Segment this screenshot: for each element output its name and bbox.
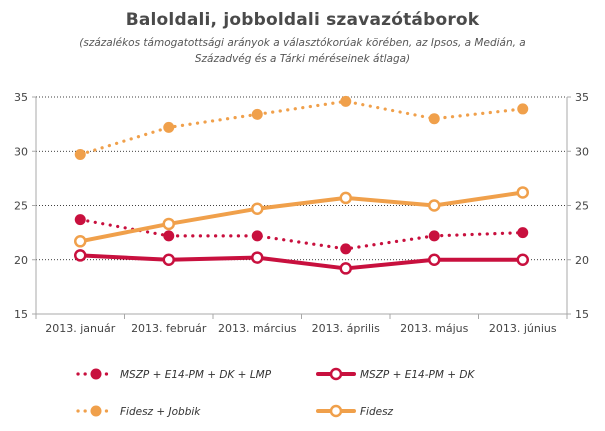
y-tick-label-left: 20 — [14, 254, 28, 267]
chart-subtitle: (százalékos támogatottsági arányok a vál… — [79, 37, 526, 65]
legend-item: MSZP + E14-PM + DK — [316, 367, 475, 381]
series-line-dotted-left — [78, 218, 525, 251]
x-tick-label: 2013. május — [400, 322, 468, 335]
legend-swatch-marker — [90, 405, 102, 417]
legend-item: Fidesz — [316, 404, 394, 418]
y-tick-label-right: 30 — [575, 145, 589, 158]
data-point-dotted-left — [74, 214, 86, 226]
data-point-dotted-right — [517, 103, 529, 115]
x-tick-label: 2013. június — [489, 322, 557, 335]
data-point-solid-right — [74, 235, 87, 248]
legend-swatch-marker — [329, 404, 343, 418]
y-tick-label-right: 15 — [575, 308, 589, 321]
legend-swatch-marker — [329, 367, 343, 381]
series-line-solid-left — [78, 253, 525, 271]
series-line-solid-right — [78, 190, 525, 244]
data-point-dotted-left — [428, 230, 440, 242]
x-tick-label: 2013. február — [131, 322, 207, 335]
data-point-solid-left — [251, 251, 264, 264]
y-tick-label-right: 35 — [575, 91, 589, 104]
legend-swatch-marker — [90, 368, 102, 380]
x-tick-label: 2013. január — [45, 322, 115, 335]
data-point-dotted-left — [163, 230, 175, 242]
x-tick-label: 2013. április — [312, 322, 380, 335]
x-tick-label: 2013. március — [218, 322, 297, 335]
data-point-dotted-left — [517, 227, 529, 239]
data-point-solid-left — [428, 253, 441, 266]
data-point-solid-right — [339, 191, 352, 205]
data-point-solid-right — [428, 199, 441, 212]
chart-title: Baloldali, jobboldali szavazótáborok — [125, 10, 480, 30]
data-point-solid-right — [162, 217, 175, 231]
data-point-solid-right — [516, 186, 529, 199]
data-point-solid-left — [516, 253, 529, 266]
legend-item: Fidesz + Jobbik — [76, 405, 201, 418]
data-point-dotted-right — [74, 149, 86, 161]
series-line-dotted-right — [78, 99, 525, 157]
legend-label: MSZP + E14-PM + DK — [360, 369, 475, 381]
data-point-dotted-right — [251, 108, 263, 120]
y-tick-label-left: 35 — [14, 91, 28, 104]
legend-label: Fidesz + Jobbik — [120, 406, 201, 418]
data-point-dotted-right — [163, 121, 175, 133]
y-tick-label-left: 15 — [14, 308, 28, 321]
legend-label: Fidesz — [360, 406, 394, 418]
data-point-solid-left — [339, 262, 352, 275]
legend-item: MSZP + E14-PM + DK + LMP — [76, 368, 272, 381]
y-tick-label-right: 20 — [575, 254, 589, 267]
legend-label: MSZP + E14-PM + DK + LMP — [120, 369, 272, 381]
y-tick-label-right: 25 — [575, 200, 589, 213]
data-point-dotted-right — [428, 113, 440, 125]
y-tick-label-left: 25 — [14, 200, 28, 213]
data-point-solid-left — [74, 249, 87, 262]
data-point-dotted-right — [340, 95, 352, 107]
data-point-dotted-left — [340, 243, 352, 255]
y-tick-label-left: 30 — [14, 145, 28, 158]
data-point-solid-left — [162, 253, 175, 266]
data-point-solid-right — [251, 202, 264, 216]
data-point-dotted-left — [251, 230, 263, 242]
